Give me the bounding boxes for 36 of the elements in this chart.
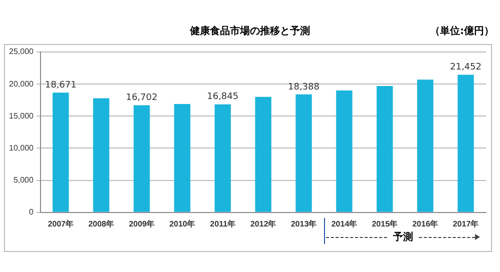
chart-title: 健康食品市場の推移と予測 (190, 26, 310, 37)
y-tick-label: 20,000 (9, 79, 34, 88)
bar (417, 80, 434, 212)
y-tick-label: 15,000 (9, 111, 34, 120)
bar (214, 104, 231, 212)
y-tick-label: 0 (29, 208, 34, 217)
y-tick-label: 25,000 (9, 47, 34, 56)
bar (336, 90, 352, 212)
data-label: 18,388 (288, 82, 320, 92)
bar (174, 104, 190, 212)
bar (296, 94, 312, 212)
x-tick-label: 2009年 (128, 219, 155, 228)
bar (458, 74, 474, 212)
x-tick-label: 2014年 (331, 219, 358, 228)
x-tick-label: 2010年 (169, 219, 196, 228)
bar (52, 92, 69, 212)
bar (255, 96, 272, 212)
x-tick-label: 2016年 (412, 219, 438, 228)
x-tick-label: 2011年 (210, 219, 236, 228)
x-tick-label: 2013年 (290, 219, 317, 228)
bar (93, 98, 110, 212)
x-tick-label: 2012年 (250, 219, 276, 228)
x-tick-label: 2007年 (48, 219, 74, 228)
data-label: 18,671 (44, 80, 76, 90)
x-tick-label: 2015年 (372, 219, 398, 228)
x-tick-label: 2017年 (452, 219, 479, 228)
chart-subtitle: （単位:億円） (430, 24, 494, 38)
bar (134, 105, 150, 212)
data-label: 16,845 (206, 92, 238, 102)
bar (376, 86, 393, 212)
data-label: 21,452 (450, 62, 482, 73)
y-tick-label: 10,000 (9, 143, 34, 152)
data-label: 16,702 (126, 93, 158, 104)
x-tick-label: 2008年 (88, 219, 114, 228)
y-tick-label: 5,000 (13, 176, 34, 185)
text: 予測 (392, 230, 414, 244)
